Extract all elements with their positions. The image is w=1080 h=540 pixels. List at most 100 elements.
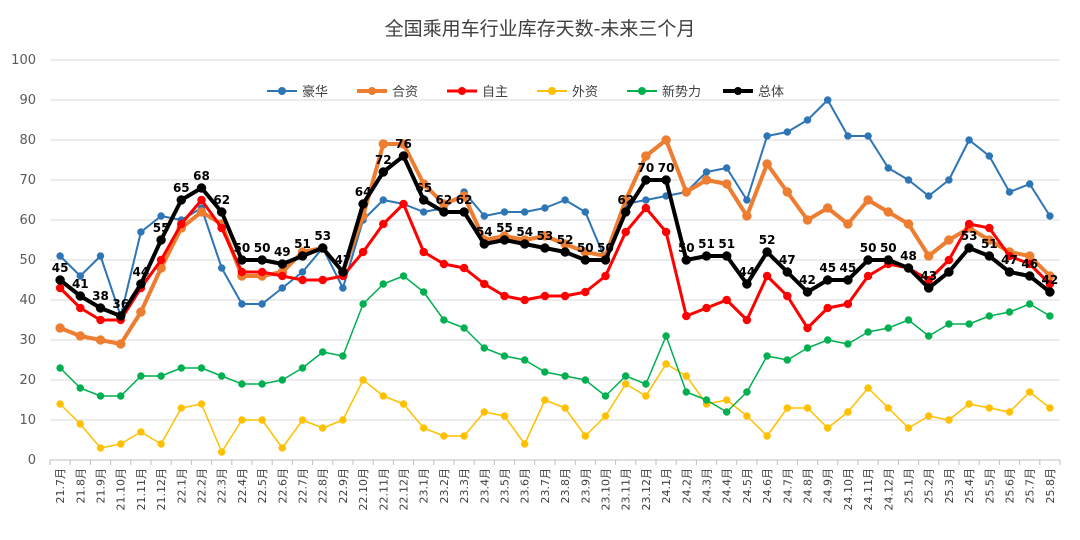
legend-label: 豪华 [302, 84, 328, 100]
x-tick-label: 22.2月 [196, 468, 209, 504]
data-point [864, 384, 872, 392]
y-tick-label: 40 [19, 293, 36, 308]
data-point [722, 295, 731, 305]
x-tick-label: 22.9月 [337, 468, 350, 504]
data-point [621, 372, 630, 380]
data-point [965, 136, 973, 144]
data-point [581, 287, 590, 297]
data-point [1004, 267, 1015, 277]
x-tick-label: 22.4月 [236, 468, 249, 504]
data-point [904, 316, 913, 324]
data-point [197, 400, 206, 408]
data-point [702, 303, 711, 313]
data-point [803, 323, 812, 333]
x-tick-label: 25.6月 [1004, 468, 1017, 504]
data-point [944, 255, 954, 265]
legend-swatch-marker [638, 87, 646, 95]
data-label: 65 [415, 181, 432, 195]
data-point [238, 380, 246, 388]
data-point [399, 272, 408, 280]
data-point [196, 207, 207, 217]
data-point [843, 275, 853, 285]
data-point [500, 412, 509, 420]
data-point [540, 231, 550, 241]
data-label: 50 [234, 241, 251, 255]
data-point [662, 332, 670, 340]
data-point [742, 211, 752, 221]
data-point [339, 416, 347, 424]
data-point [884, 404, 893, 412]
data-point [237, 255, 247, 265]
data-point [459, 263, 469, 273]
data-point [439, 259, 449, 269]
x-tick-label: 22.8月 [317, 468, 330, 504]
x-tick-label: 25.3月 [943, 468, 956, 504]
data-point [398, 139, 409, 149]
data-point [762, 271, 772, 281]
data-point [1046, 404, 1054, 412]
data-point [561, 372, 569, 380]
data-label: 50 [254, 241, 271, 255]
data-point [156, 235, 166, 245]
data-label: 50 [597, 241, 614, 255]
legend-swatch-marker [548, 87, 556, 95]
x-tick-label: 22.10月 [357, 468, 370, 511]
data-point [157, 372, 165, 380]
y-tick-label: 10 [19, 413, 36, 428]
data-point [55, 323, 65, 333]
data-point [257, 267, 267, 277]
data-point [864, 132, 872, 140]
data-label: 55 [153, 221, 170, 235]
data-point [398, 151, 409, 161]
legend-label: 新势力 [662, 84, 701, 100]
data-point [480, 344, 489, 352]
data-point [884, 324, 893, 332]
data-point [985, 152, 994, 160]
data-point [418, 179, 429, 189]
data-point [339, 284, 347, 292]
data-point [601, 412, 610, 420]
data-point [944, 235, 954, 245]
legend-label: 合资 [392, 85, 418, 100]
data-label: 47 [335, 253, 352, 267]
series-新势力 [56, 272, 1054, 416]
data-label: 62 [617, 193, 634, 207]
data-point [823, 96, 832, 104]
data-point [419, 247, 428, 257]
data-point [1005, 251, 1014, 261]
data-point [378, 167, 389, 177]
data-point [258, 300, 266, 308]
data-label: 70 [658, 161, 675, 175]
x-tick-label: 24.9月 [822, 468, 835, 504]
data-point [440, 432, 448, 440]
data-point [95, 303, 106, 313]
data-point [258, 380, 266, 388]
x-tick-label: 25.5月 [983, 468, 996, 504]
data-point [721, 251, 732, 261]
x-tick-label: 24.8月 [802, 468, 815, 504]
data-point [944, 267, 954, 277]
x-tick-label: 22.1月 [175, 468, 188, 504]
data-point [1024, 271, 1035, 281]
data-point [96, 392, 105, 400]
data-point [278, 444, 287, 452]
data-point [1045, 287, 1055, 297]
data-point [642, 380, 650, 388]
data-point [137, 228, 145, 236]
data-point [923, 251, 934, 261]
data-point [883, 255, 894, 265]
x-axis: 21.7月 21.8月 21.9月 21.10月 21.11月 21.12月 22.1月 22… [49, 460, 1061, 511]
data-point [924, 192, 933, 200]
series-lines [55, 96, 1055, 456]
data-label: 64 [355, 185, 372, 199]
data-point [137, 372, 145, 380]
data-point [863, 271, 873, 281]
data-label: 68 [193, 169, 210, 183]
data-point [318, 348, 327, 356]
x-tick-label: 24.4月 [721, 468, 734, 504]
data-label: 72 [375, 153, 392, 167]
data-point [459, 191, 469, 201]
data-point [237, 267, 247, 277]
data-point [742, 279, 752, 289]
